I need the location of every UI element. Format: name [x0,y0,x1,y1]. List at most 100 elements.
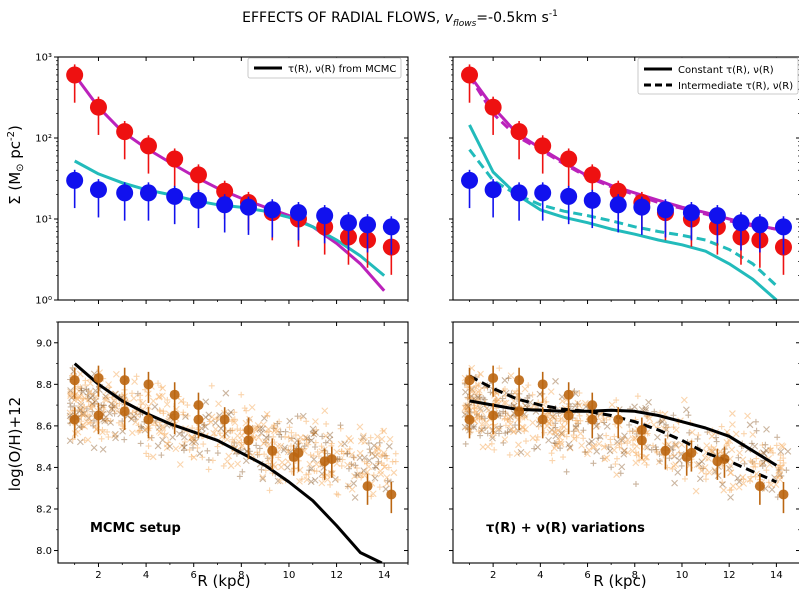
blue-data-point [708,207,726,225]
scatter-marker [239,468,246,475]
scatter-marker [549,457,556,464]
scatter-marker [348,461,355,468]
scatter-marker [512,428,519,435]
annotation-variations: τ(R) + ν(R) variations [486,521,645,536]
scatter-marker [747,457,754,464]
scatter-marker [130,394,138,402]
scatter-marker [377,470,385,478]
scatter-marker [312,429,319,436]
scatter-marker [82,382,89,389]
scatter-marker [726,487,733,494]
scatter-marker [736,449,743,457]
scatter-marker [101,417,109,425]
x-tick-label: 10 [676,570,689,581]
scatter-marker [547,388,555,395]
scatter-marker [145,403,152,410]
scatter-marker [75,383,82,390]
scatter-marker [280,446,288,454]
scatter-marker [750,463,757,470]
blue-data-point [682,204,700,222]
scatter-marker [666,455,673,462]
scatter-marker [341,440,348,448]
oh-data-point [488,410,499,421]
scatter-marker [662,421,669,428]
scatter-marker [257,429,265,437]
scatter-marker [237,427,244,434]
scatter-marker [74,428,82,436]
scatter-marker [102,393,109,400]
scatter-marker [212,419,219,427]
legend-right: Constant τ(R), ν(R) Intermediate τ(R), ν… [637,57,799,95]
scatter-marker [159,424,167,432]
scatter-marker [557,440,565,448]
blue-data-point [510,184,528,202]
scatter-marker [390,469,398,477]
scatter-marker [756,460,763,467]
blue-data-point [534,184,552,202]
scatter-marker [313,426,320,433]
scatter-marker [163,440,171,448]
scatter-marker [701,454,709,462]
y-tick: 8.2 [36,504,408,515]
scatter-marker [107,419,114,426]
scatter-marker [136,427,143,434]
scatter-marker [361,458,368,465]
y-tick: 10³ [35,53,408,64]
scatter-marker [482,425,489,432]
x-tick: 2 [490,322,496,581]
y-tick-label: 8.4 [36,463,52,474]
scatter-marker [303,418,310,425]
blue-data-point [609,196,627,214]
scatter-marker [205,466,212,473]
scatter-marker [723,438,731,446]
scatter-marker [67,390,75,398]
scatter-marker [87,404,95,412]
scatter-marker [534,443,542,451]
scatter-marker [470,423,477,430]
scatter-marker [614,441,621,449]
scatter-marker [106,410,114,417]
scatter-marker [155,380,162,387]
scatter-marker [475,386,483,394]
panel-oh-left: 2 4 6 8 10 12 14 8.0 8.2 8.4 8.6 8.8 9.0 [36,321,409,581]
scatter-marker [374,433,381,441]
scatter-marker [748,459,755,466]
scatter-marker [155,393,163,401]
scatter-marker [152,422,159,429]
scatter-marker [669,465,676,472]
scatter-marker [746,421,754,429]
scatter-marker [576,402,583,409]
y-tick: 10⁰ [35,296,408,307]
scatter-marker [348,486,356,493]
scatter-marker [184,412,191,419]
oh-data-point [660,445,671,456]
scatter-marker [641,457,648,465]
scatter-marker [488,440,495,447]
scatter-marker [759,442,766,449]
scatter-marker [312,418,319,425]
scatter-marker [225,452,233,460]
blue-data-point [216,196,234,214]
scatter-marker [670,412,677,419]
x-tick-label: 4 [143,570,149,581]
scatter-marker [669,446,676,453]
scatter-marker [580,427,587,434]
scatter-marker [608,464,615,471]
scatter-marker [181,433,188,441]
scatter-marker [214,450,221,457]
scatter-marker [236,473,243,480]
scatter-marker [241,405,248,412]
scatter-marker [115,419,122,426]
scatter-marker [645,398,652,406]
scatter-marker [383,474,391,481]
scatter-marker [214,443,221,450]
scatter-marker [603,422,611,430]
scatter-marker [143,450,150,457]
scatter-marker [621,432,628,440]
scatter-marker [348,451,356,458]
scatter-marker [315,453,322,460]
scatter-marker [100,404,107,411]
scatter-marker [200,441,207,448]
scatter-marker [768,486,776,494]
legend-left-entry-0: τ(R), ν(R) from MCMC [288,64,396,75]
